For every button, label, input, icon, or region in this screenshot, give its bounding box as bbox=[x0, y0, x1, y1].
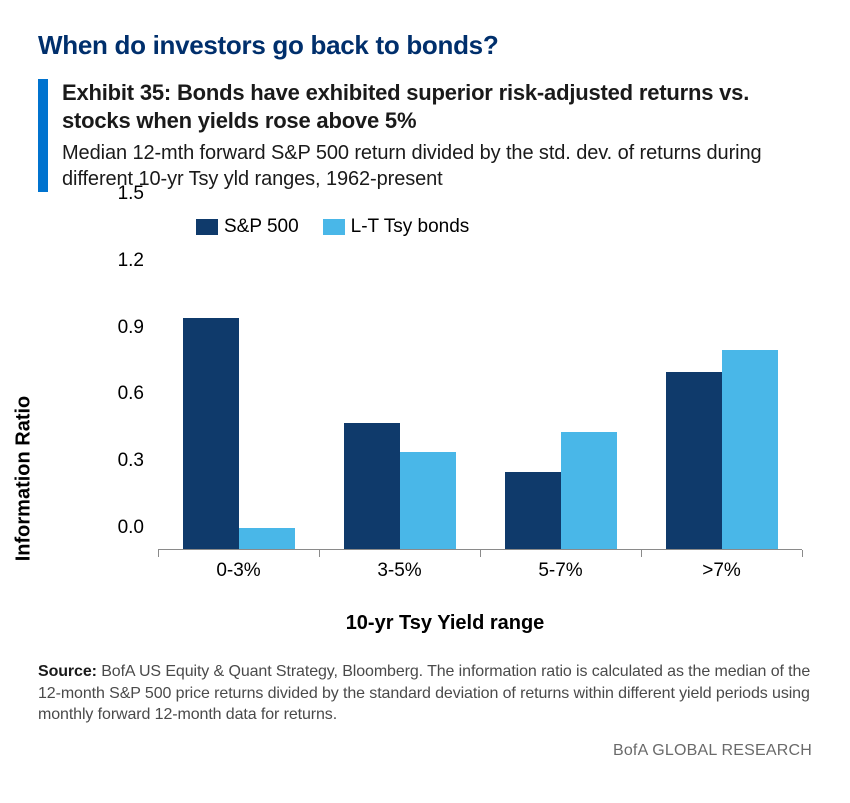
category-group bbox=[158, 216, 319, 550]
y-tick-label: 1.5 bbox=[118, 183, 144, 205]
y-tick-label: 0.6 bbox=[118, 383, 144, 405]
x-tick-label: >7% bbox=[641, 550, 802, 586]
y-axis-label: Information Ratio bbox=[14, 216, 34, 550]
exhibit-subtitle: Median 12-mth forward S&P 500 return div… bbox=[62, 140, 812, 192]
x-tick-mark bbox=[802, 550, 803, 557]
exhibit-title: Exhibit 35: Bonds have exhibited superio… bbox=[62, 79, 812, 134]
y-axis-ticks: 0.00.30.60.91.21.5 bbox=[78, 216, 158, 550]
bar bbox=[666, 372, 722, 550]
bar bbox=[400, 452, 456, 550]
category-group bbox=[319, 216, 480, 550]
source-text: BofA US Equity & Quant Strategy, Bloombe… bbox=[38, 663, 810, 723]
plot-area bbox=[158, 216, 802, 550]
source-note: Source: BofA US Equity & Quant Strategy,… bbox=[38, 661, 812, 726]
category-group bbox=[641, 216, 802, 550]
bar bbox=[561, 432, 617, 550]
page-title: When do investors go back to bonds? bbox=[38, 30, 812, 61]
bar bbox=[344, 423, 400, 550]
brand-attribution: BofA GLOBAL RESEARCH bbox=[38, 742, 812, 760]
x-tick-label: 0-3% bbox=[158, 550, 319, 586]
y-tick-label: 0.3 bbox=[118, 450, 144, 472]
x-axis-title: 10-yr Tsy Yield range bbox=[38, 612, 812, 635]
x-tick-label: 3-5% bbox=[319, 550, 480, 586]
y-tick-label: 0.0 bbox=[118, 517, 144, 539]
x-tick-label: 5-7% bbox=[480, 550, 641, 586]
y-tick-label: 0.9 bbox=[118, 317, 144, 339]
exhibit-header: Exhibit 35: Bonds have exhibited superio… bbox=[38, 79, 812, 192]
bar bbox=[722, 350, 778, 550]
exhibit-container: When do investors go back to bonds? Exhi… bbox=[0, 0, 850, 780]
bar bbox=[183, 318, 239, 550]
chart-inner: S&P 500L-T Tsy bonds 0.00.30.60.91.21.5 … bbox=[78, 216, 812, 586]
y-tick-label: 1.2 bbox=[118, 250, 144, 272]
source-prefix: Source: bbox=[38, 663, 97, 680]
category-group bbox=[480, 216, 641, 550]
bar bbox=[505, 472, 561, 550]
bar bbox=[239, 528, 295, 550]
chart: Information Ratio S&P 500L-T Tsy bonds 0… bbox=[38, 216, 812, 586]
x-axis-labels: 0-3%3-5%5-7%>7% bbox=[158, 550, 802, 586]
bars-row bbox=[158, 216, 802, 550]
